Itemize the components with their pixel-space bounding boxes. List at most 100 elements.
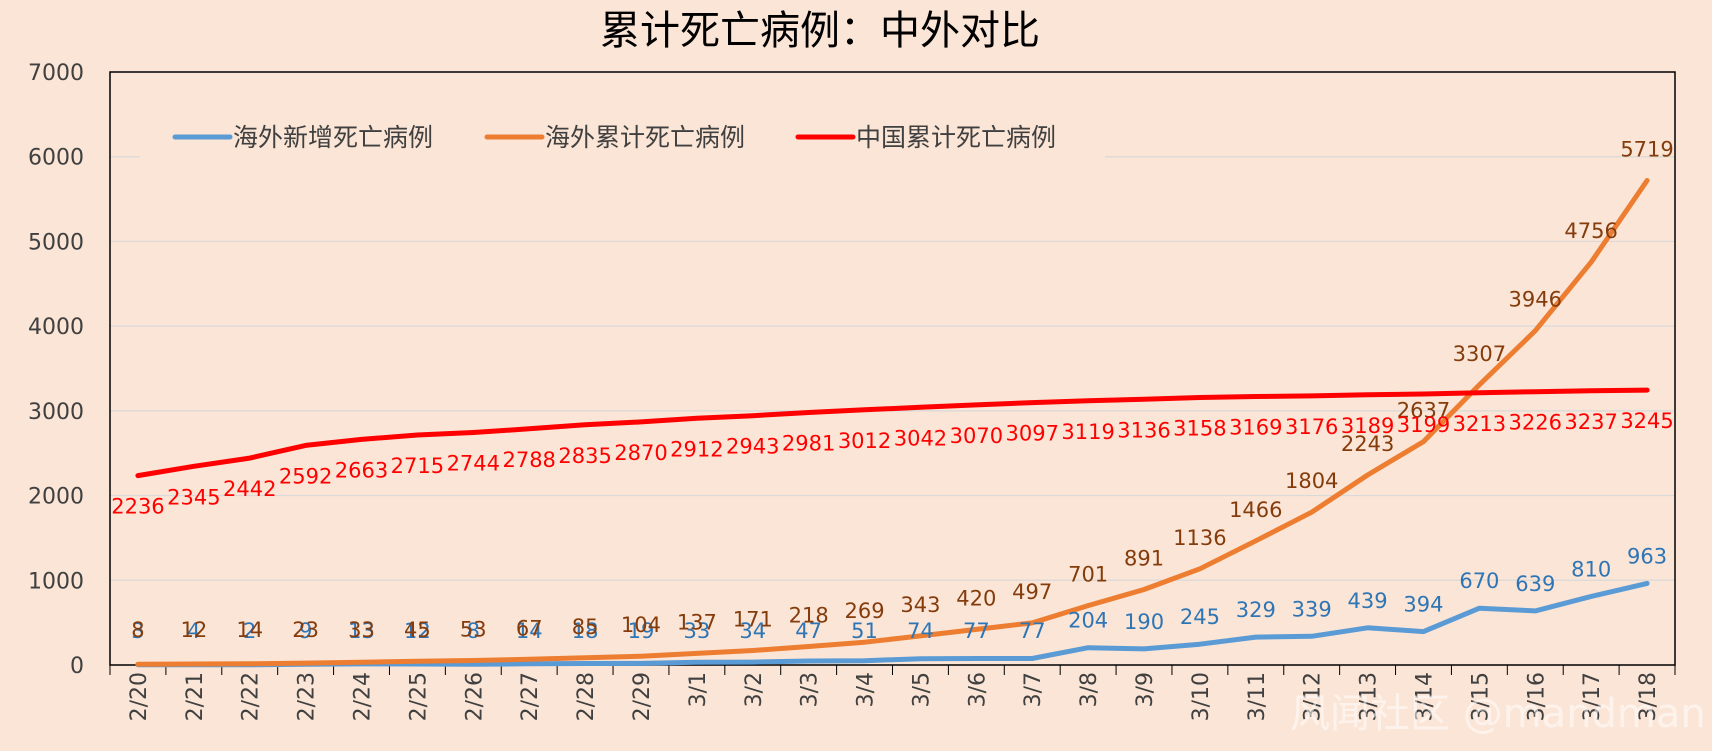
overseas-cum-label: 23 (292, 618, 319, 642)
china-cum-label: 3226 (1509, 411, 1562, 435)
overseas-cum-label: 104 (621, 613, 661, 637)
overseas-new-label: 51 (851, 619, 878, 643)
overseas-cum-label: 269 (845, 599, 885, 623)
x-tick-label: 2/25 (406, 672, 431, 721)
china-cum-label: 3042 (894, 426, 947, 450)
china-cum-label: 3245 (1620, 409, 1673, 433)
y-tick-label: 6000 (28, 146, 84, 171)
x-tick-label: 3/10 (1189, 672, 1214, 721)
x-tick-label: 3/4 (854, 672, 879, 707)
overseas-cum-label: 1466 (1229, 498, 1282, 522)
series-lines (135, 178, 1650, 668)
overseas-new-label: 2 (243, 619, 256, 643)
overseas-cum-label: 45 (404, 618, 431, 642)
x-tick-label: 2/23 (295, 672, 320, 721)
overseas-new-label: 47 (795, 619, 822, 643)
china-cum-label: 2870 (614, 441, 667, 465)
x-tick-label: 3/5 (909, 672, 934, 707)
china-cum-label: 3097 (1006, 422, 1059, 446)
y-axis: 0 1000 2000 3000 4000 5000 6000 7000 (28, 61, 84, 679)
overseas-cum-label: 137 (677, 610, 717, 634)
x-tick-label: 3/9 (1133, 672, 1158, 707)
y-tick-label: 0 (70, 654, 84, 679)
china-cum-label: 3213 (1453, 412, 1506, 436)
overseas-cum-label: 85 (572, 615, 599, 639)
x-tick-label: 3/13 (1357, 672, 1382, 721)
overseas-new-label: 439 (1348, 589, 1388, 613)
x-tick-label: 3/3 (798, 672, 823, 707)
overseas-new-label: 74 (907, 619, 934, 643)
overseas-cum-label: 343 (900, 593, 940, 617)
overseas-cum-label: 1136 (1173, 526, 1226, 550)
china-cum-label: 2981 (782, 431, 835, 455)
china-cum-label: 2236 (111, 495, 164, 519)
x-tick-label: 2/26 (462, 672, 487, 721)
x-tick-label: 3/2 (742, 672, 767, 707)
x-tick-label: 3/11 (1245, 672, 1270, 721)
china-cum-label: 2592 (279, 464, 332, 488)
overseas-cum-label: 5719 (1620, 138, 1673, 162)
overseas-cum-label: 3946 (1509, 288, 1562, 312)
china-cum-label: 2835 (558, 444, 611, 468)
x-tick-label: 3/18 (1636, 672, 1661, 721)
overseas-new-label: 13 (348, 619, 375, 643)
overseas-new-label: 810 (1571, 557, 1611, 581)
legend-label: 海外新增死亡病例 (233, 123, 433, 152)
overseas-new-label: 34 (739, 619, 766, 643)
y-tick-label: 2000 (28, 485, 84, 510)
x-tick-label: 2/22 (239, 672, 264, 721)
watermark: 风闻社区 @mandman (1290, 691, 1706, 737)
china-cum-label: 3158 (1173, 416, 1226, 440)
china-cum-label: 2442 (223, 477, 276, 501)
x-tick-label: 2/29 (630, 672, 655, 721)
china-cum-label: 3189 (1341, 414, 1394, 438)
china-cum-label: 3070 (950, 424, 1003, 448)
overseas-cum-label: 701 (1068, 563, 1108, 587)
overseas-new-label: 19 (628, 619, 655, 643)
overseas-cum-label: 171 (733, 608, 773, 632)
legend-label: 中国累计死亡病例 (856, 123, 1056, 152)
x-tick-label: 3/6 (965, 672, 990, 707)
china-cum-label: 3136 (1117, 418, 1170, 442)
overseas-new-label: 204 (1068, 609, 1108, 633)
overseas-cum-label: 497 (1012, 580, 1052, 604)
x-axis: 2/20 2/21 2/22 2/23 2/24 2/25 2/26 2/27 2/28 2/29… (109, 665, 1676, 721)
x-tick-label: 3/7 (1021, 672, 1046, 707)
overseas-cum-label: 1804 (1285, 469, 1338, 493)
china-cum-label: 2912 (670, 437, 723, 461)
x-tick-label: 3/1 (686, 672, 711, 707)
gridlines (110, 156, 1675, 581)
china-cum-label: 3199 (1397, 413, 1450, 437)
x-tick-label: 3/17 (1580, 672, 1605, 721)
overseas-cum-label: 12 (180, 618, 207, 642)
overseas-cum-label: 218 (789, 604, 829, 628)
overseas-new-label: 33 (684, 619, 711, 643)
data-labels: 3 4 2 9 13 12 8 14 18 19 33 34 47 51 74 77 77 204 190 245 32… (111, 138, 1674, 643)
overseas-cum-label: 8 (131, 618, 144, 642)
x-tick-label: 2/20 (127, 672, 152, 721)
overseas-new-label: 4 (187, 619, 200, 643)
overseas-new-label: 329 (1236, 598, 1276, 622)
legend: 海外新增死亡病例 海外累计死亡病例 中国累计死亡病例 (140, 112, 1105, 160)
china-cum-label: 2943 (726, 435, 779, 459)
china-cumulative-deaths-line (135, 387, 1650, 479)
y-tick-label: 3000 (28, 400, 84, 425)
china-cum-label: 3237 (1564, 410, 1617, 434)
x-tick-label: 3/14 (1412, 672, 1437, 721)
china-cum-label: 2663 (335, 458, 388, 482)
x-tick-label: 3/8 (1077, 672, 1102, 707)
china-cum-label: 2744 (447, 452, 500, 476)
china-cum-label: 2345 (167, 485, 220, 509)
overseas-cum-label: 53 (460, 618, 487, 642)
overseas-new-label: 394 (1403, 593, 1443, 617)
y-tick-label: 4000 (28, 315, 84, 340)
overseas-new-label: 339 (1292, 597, 1332, 621)
overseas-new-label: 12 (404, 619, 431, 643)
x-tick-label: 2/24 (351, 672, 376, 721)
overseas-new-label: 670 (1459, 569, 1499, 593)
overseas-cum-label: 4756 (1564, 219, 1617, 243)
china-cum-label: 3119 (1061, 420, 1114, 444)
overseas-new-label: 245 (1180, 605, 1220, 629)
china-cum-label: 2788 (502, 448, 555, 472)
